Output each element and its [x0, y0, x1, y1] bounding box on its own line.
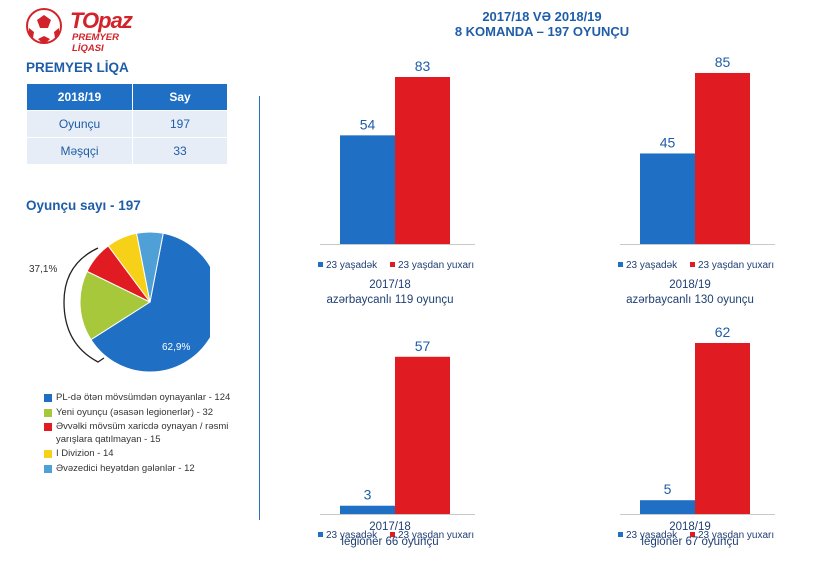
legend-label: Əvəzedici heyətdən gələnlər - 12 [56, 462, 195, 474]
table-cell: 33 [132, 137, 228, 165]
page-title-line2: 8 KOMANDA – 197 OYUNÇU [454, 24, 630, 39]
legend-label: 23 yaşdan yuxarı [698, 530, 774, 541]
legend-item: I Divizion - 14 [44, 448, 259, 461]
legend-item: Yeni oyunçu (əsasən legionerlər) - 32 [44, 407, 259, 420]
legend-swatch [44, 394, 52, 402]
bar-value-label: 5 [664, 481, 672, 497]
caption-line: legioner 67 oyunçu [641, 536, 739, 548]
bar-value-label: 3 [364, 487, 372, 503]
bar [640, 500, 695, 514]
legend-label: 23 yaşadək [326, 530, 378, 541]
bar [640, 153, 695, 244]
bar [695, 72, 750, 244]
legend-item: Əvvəlki mövsüm xaricdə oynayan / rəsmi y… [44, 421, 259, 446]
legend-label: 23 yaşdan yuxarı [398, 260, 474, 271]
table-header-cell: Say [132, 83, 228, 111]
legend-swatch [44, 423, 52, 432]
legend-swatch [318, 262, 323, 267]
legend-label: 23 yaşadək [326, 260, 378, 271]
legend-swatch [690, 262, 695, 267]
bar-chart-caption: 2017/18 legioner 66 oyunçu [270, 520, 510, 550]
table-cell: Oyunçu [26, 110, 133, 138]
logo-wordmark: TOpaz [70, 8, 133, 33]
pie-chart: 62,9% 37,1% [29, 231, 210, 373]
table-cell: 197 [132, 110, 228, 138]
legend-swatch [318, 532, 323, 537]
legend-item: PL-də ötən mövsümdən oynayanlar - 124 [44, 392, 259, 405]
pie-percent-label: 62,9% [162, 342, 190, 353]
bar-chart-caption: 2018/19 legioner 67 oyunçu [570, 520, 810, 550]
legend-swatch [618, 532, 623, 537]
bar-value-label: 45 [660, 134, 676, 150]
bar-chart: 45 85 23 yaşadək 23 yaşdan yuxarı [618, 54, 775, 271]
bar [395, 356, 450, 514]
legend-label: 23 yaşdan yuxarı [398, 530, 474, 541]
bar [695, 343, 750, 514]
bar [340, 505, 395, 514]
legend-label: 23 yaşadək [626, 530, 678, 541]
bar-value-label: 62 [715, 324, 731, 340]
table-header-cell: 2018/19 [26, 83, 133, 111]
caption-line: 2017/18 [369, 279, 411, 291]
bar-chart-caption: 2017/18 azərbaycanlı 119 oyunçu [270, 278, 510, 308]
legend-item: Əvəzedici heyətdən gələnlər - 12 [44, 463, 259, 476]
pie-slice [90, 232, 210, 373]
caption-line: 2018/19 [669, 279, 711, 291]
table-header-row: 2018/19 Say [26, 83, 228, 111]
table-row: Oyunçu 197 [26, 110, 228, 138]
legend-swatch [390, 532, 395, 537]
caption-line: azərbaycanlı 130 oyunçu [626, 294, 754, 306]
football-logo-icon [26, 8, 62, 44]
pie-percent-label: 37,1% [29, 264, 57, 275]
pie-title: Oyunçu sayı - 197 [26, 198, 141, 213]
legend-swatch [390, 262, 395, 267]
legend-label: I Divizion - 14 [56, 448, 114, 460]
bar-value-label: 54 [360, 116, 376, 132]
info-table: 2018/19 Say Oyunçu 197 Məşqçi 33 [26, 83, 228, 165]
pie-bracket [63, 247, 105, 363]
bar-value-label: 57 [415, 338, 431, 354]
section-title: PREMYER LİQA [26, 60, 129, 75]
legend-swatch [690, 532, 695, 537]
legend-label: 23 yaşadək [626, 260, 678, 271]
pie-slice [79, 270, 152, 341]
page-title-line1: 2017/18 VƏ 2018/19 [482, 9, 602, 24]
legend-label: 23 yaşdan yuxarı [698, 260, 774, 271]
pie-slice [136, 231, 164, 303]
legend-swatch [618, 262, 623, 267]
bar [395, 77, 450, 244]
topaz-logo: TOpaz PREMYER LİQASI [24, 6, 144, 54]
bar-value-label: 85 [715, 54, 731, 70]
bar-chart: 54 83 23 yaşadək 23 yaşdan yuxarı [318, 58, 475, 271]
legend-swatch [44, 408, 52, 417]
table-cell: Məşqçi [26, 137, 133, 165]
table-row: Məşqçi 33 [26, 137, 228, 165]
legend-label: Əvvəlki mövsüm xaricdə oynayan / rəsmi y… [56, 421, 229, 445]
legend-swatch [44, 450, 52, 459]
legend-swatch [44, 464, 52, 473]
caption-line: azərbaycanlı 119 oyunçu [326, 294, 454, 306]
bar-chart: 3 57 23 yaşadək 23 yaşdan yuxarı [318, 338, 475, 541]
vertical-divider [259, 96, 260, 520]
caption-line: 2018/19 [669, 521, 711, 533]
pie-legend: PL-də ötən mövsümdən oynayanlar - 124 Yen… [44, 392, 259, 478]
bar-chart-caption: 2018/19 azərbaycanlı 130 oyunçu [570, 278, 810, 308]
caption-line: legioner 66 oyunçu [341, 536, 439, 548]
legend-label: Yeni oyunçu (əsasən legionerlər) - 32 [56, 406, 214, 418]
caption-line: 2017/18 [369, 521, 411, 533]
bar-value-label: 83 [415, 58, 431, 74]
legend-label: PL-də ötən mövsümdən oynayanlar - 124 [56, 392, 231, 403]
bar [340, 135, 395, 244]
logo-subtitle: PREMYER LİQASI [72, 32, 119, 54]
bar-chart: 5 62 23 yaşadək 23 yaşdan yuxarı [618, 324, 775, 541]
